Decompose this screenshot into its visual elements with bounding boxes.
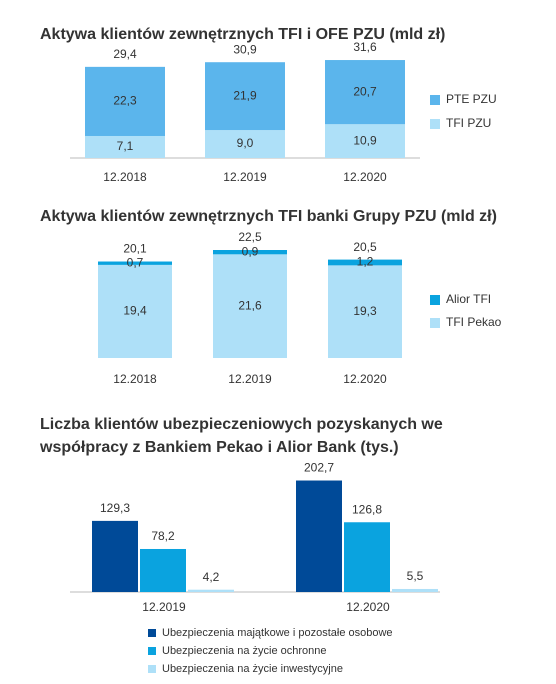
- x-tick-label: 12.2018: [103, 170, 147, 184]
- x-tick-label: 12.2019: [223, 170, 267, 184]
- total-label: 30,9: [233, 42, 257, 56]
- data-label: 20,7: [353, 84, 377, 98]
- total-label: 29,4: [113, 47, 137, 61]
- legend-swatch: [148, 629, 156, 637]
- data-label: 0,7: [127, 255, 144, 269]
- bar-segment: [328, 265, 402, 358]
- bar-segment: [325, 124, 405, 158]
- data-label: 21,6: [238, 298, 262, 312]
- legend-label: Ubezpieczenia na życie inwestycyjne: [162, 663, 343, 675]
- legend-swatch: [148, 665, 156, 673]
- total-label: 20,1: [123, 242, 147, 256]
- bar-segment: [328, 259, 402, 266]
- data-label: 5,5: [407, 569, 424, 583]
- bar-segment: [325, 60, 405, 125]
- bar: [140, 548, 186, 592]
- total-label: 20,5: [353, 240, 377, 254]
- x-tick-label: 12.2019: [228, 372, 272, 386]
- legend-swatch: [430, 95, 440, 105]
- legend-swatch: [430, 295, 440, 305]
- data-label: 21,9: [233, 88, 257, 102]
- bar: [188, 589, 234, 592]
- bar-segment: [213, 254, 287, 358]
- legend-label: Alior TFI: [446, 292, 491, 306]
- chart-title: Aktywa klientów zewnętrznych TFI i OFE P…: [40, 26, 445, 43]
- legend-label: TFI Pekao: [446, 315, 502, 329]
- bar-segment: [85, 66, 165, 136]
- data-label: 202,7: [304, 461, 334, 475]
- data-label: 78,2: [151, 529, 175, 543]
- chart-title: współpracy z Bankiem Pekao i Alior Bank …: [39, 439, 399, 456]
- bar: [392, 588, 438, 592]
- total-label: 31,6: [353, 40, 377, 54]
- legend-swatch: [148, 647, 156, 655]
- x-tick-label: 12.2020: [343, 372, 387, 386]
- legend-swatch: [430, 119, 440, 129]
- x-tick-label: 12.2018: [113, 372, 157, 386]
- data-label: 19,4: [123, 304, 147, 318]
- legend-label: Ubezpieczenia na życie ochronne: [162, 645, 327, 657]
- data-label: 7,1: [117, 139, 134, 153]
- total-label: 22,5: [238, 230, 262, 244]
- bar: [296, 480, 342, 592]
- data-label: 1,2: [357, 255, 374, 269]
- data-label: 129,3: [100, 501, 130, 515]
- bar-segment: [98, 261, 172, 265]
- bar: [92, 520, 138, 592]
- legend-label: Ubezpieczenia majątkowe i pozostałe osob…: [162, 627, 393, 639]
- data-label: 10,9: [353, 133, 377, 147]
- legend-label: PTE PZU: [446, 92, 497, 106]
- x-tick-label: 12.2020: [346, 600, 390, 614]
- bar: [344, 522, 390, 592]
- data-label: 19,3: [353, 304, 377, 318]
- data-label: 0,9: [242, 244, 259, 258]
- x-tick-label: 12.2020: [343, 170, 387, 184]
- data-label: 9,0: [237, 136, 254, 150]
- legend-swatch: [430, 318, 440, 328]
- bar-segment: [213, 250, 287, 255]
- chart-title: Aktywa klientów zewnętrznych TFI banki G…: [40, 208, 497, 225]
- x-tick-label: 12.2019: [142, 600, 186, 614]
- chart-title: Liczba klientów ubezpieczeniowych pozysk…: [40, 416, 443, 433]
- data-label: 4,2: [203, 570, 220, 584]
- data-label: 22,3: [113, 94, 137, 108]
- bar-segment: [205, 130, 285, 158]
- data-label: 126,8: [352, 502, 382, 516]
- bar-segment: [85, 135, 165, 158]
- legend-label: TFI PZU: [446, 116, 491, 130]
- bar-segment: [205, 62, 285, 131]
- bar-segment: [98, 264, 172, 358]
